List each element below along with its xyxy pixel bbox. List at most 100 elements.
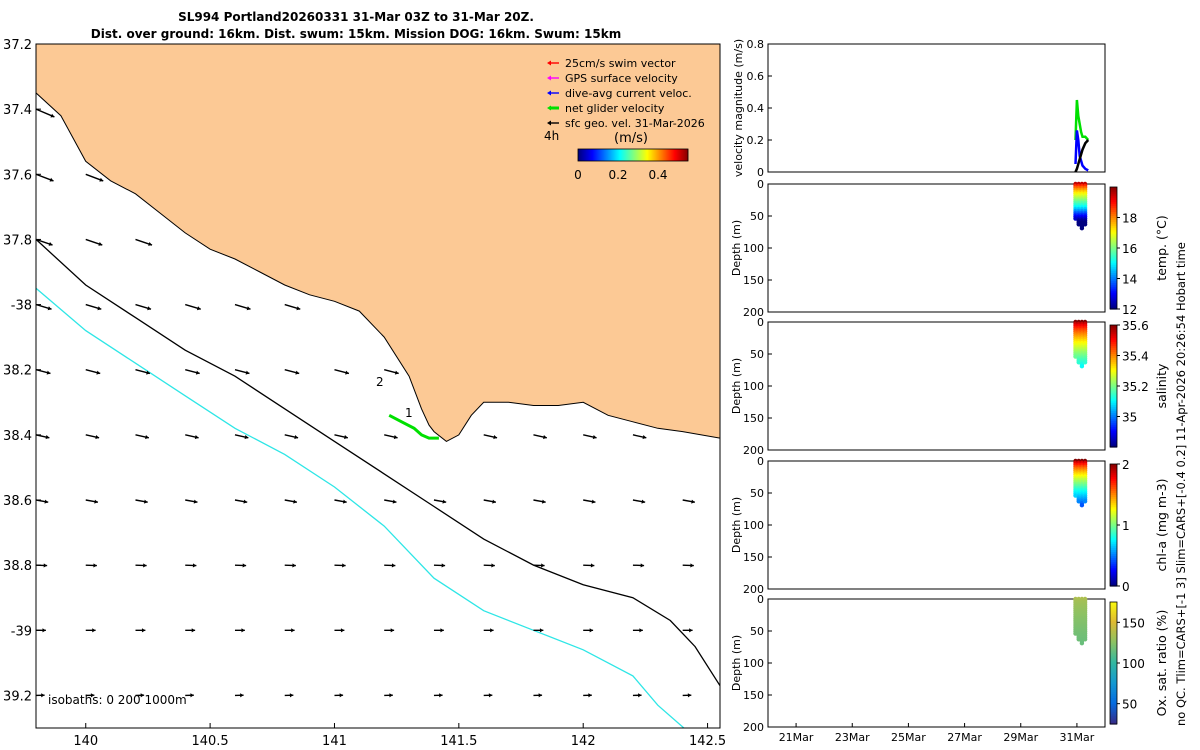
temperature-frame [767,183,1106,313]
coastline-isobath-0 [36,92,720,442]
temperature-colorbar-tick-label: 14 [1122,273,1137,287]
oxygen-y-tick-label: 0 [757,593,764,606]
arrow-head [689,628,693,633]
arrow-head [246,306,251,311]
arrow-head [241,628,245,633]
colorbar-strip [649,149,651,161]
chlorophyll-colorbar-strip [1110,569,1117,573]
arrow-head [389,693,393,698]
geo-velocity-arrow [284,693,294,698]
arrow-head [143,563,147,568]
profile-sample [1073,216,1078,221]
arrow-head [42,628,46,633]
colorbar-strip [636,149,638,161]
profile-sample [1079,503,1085,508]
map-y-tick-label: 39.2 [3,689,32,704]
colorbar-strip [666,149,668,161]
geo-velocity-arrow [234,563,247,568]
colorbar-strip [686,149,688,161]
colorbar-strip [638,149,640,161]
map-x-tick-label: 142.5 [689,734,726,749]
salinity-colorbar-tick-label: 35 [1122,411,1137,425]
oxygen-colorbar-strip [1110,638,1117,642]
salinity-colorbar-strip [1110,445,1117,448]
chlorophyll-colorbar-strip [1110,476,1117,479]
salinity-colorbar-strip [1110,442,1117,446]
temperature-colorbar-strip [1110,288,1117,292]
colorbar-strip [635,149,637,161]
chlorophyll-colorbar-strip [1110,563,1117,567]
colorbar-strip [680,149,682,161]
chlorophyll-colorbar-strip [1110,584,1117,587]
arrow-head [194,435,199,440]
geo-velocity-arrow [135,499,148,504]
salinity-colorbar-strip [1110,386,1117,389]
map-y-tick-label: 37.2 [3,38,32,53]
arrow-head [391,563,396,568]
legend-swatch-head [547,90,551,96]
temperature-colorbar-strip [1110,282,1117,286]
colorbar-strip [678,149,680,161]
colorbar-strip [663,149,665,161]
arrow-head [192,563,197,568]
salinity-colorbar-strip [1110,369,1117,373]
temperature-colorbar-strip [1110,215,1117,219]
colorbar-strip [599,149,601,161]
chlorophyll-panel: 0 50 100 150 200 Depth (m) 0 1 2 chl-a (mg m-3) [730,455,1169,596]
chlorophyll-colorbar-strip [1110,561,1117,565]
colorbar-strip [583,149,585,161]
oxygen-colorbar-strip [1110,661,1117,664]
oxygen-colorbar-strip [1110,654,1117,658]
time-x-tick-label: 29Mar [1003,731,1038,744]
arrow-head [392,499,397,504]
arrow-head [93,563,97,568]
geo-velocity-arrow [433,563,446,568]
chlorophyll-colorbar-strip [1110,533,1117,536]
colorbar-strip [589,149,591,161]
temperature-colorbar-strip [1110,268,1117,271]
chlorophyll-colorbar-strip [1110,502,1117,506]
geo-velocity-arrow [483,628,494,633]
chlorophyll-colorbar-strip [1110,559,1117,563]
salinity-colorbar-strip [1110,398,1117,401]
colorbar-strip [641,149,643,161]
salinity-colorbar-strip [1110,367,1117,371]
temperature-colorbar-strip [1110,292,1117,296]
oxygen-colorbar-tick-label: 150 [1122,616,1145,630]
oxygen-colorbar-strip [1110,630,1117,634]
colorbar-strip [627,149,629,161]
map-y-tick-label: 37.8 [3,233,32,248]
temperature-colorbar-strip [1110,219,1117,223]
geo-velocity-arrow [284,628,295,633]
arrow-head [294,435,299,440]
chlorophyll-colorbar-strip [1110,537,1117,540]
oxygen-colorbar-strip [1110,602,1117,605]
colorbar-strip [658,149,660,161]
oxygen-colorbar-strip [1110,719,1117,723]
colorbar-strip [614,149,616,161]
temperature-colorbar-strip [1110,199,1117,202]
temperature-y-tick-label: 200 [743,306,764,319]
colorbar-strip [602,149,604,161]
colorbar-strip [671,149,673,161]
map-y-ticks: 37.2 37.4 37.6 37.8 -38 38.2 38.4 38.6 38.8 -39 39… [3,38,41,704]
temperature-colorbar-strip [1110,203,1117,206]
colorbar-strip [685,149,687,161]
chlorophyll-colorbar-strip [1110,482,1117,485]
geo-velocity-arrow [85,563,97,568]
arrow-head [195,370,200,375]
chlorophyll-y-axis-label: Depth (m) [730,497,743,553]
arrow-head [493,435,498,440]
geo-velocity-arrow [384,563,396,568]
colorbar-strip [631,149,633,161]
colorbar-strip [662,149,664,161]
profile-sample [1076,222,1081,227]
profile-sample [1082,637,1088,642]
temperature-colorbar-strip [1110,193,1117,196]
profile-sample [1079,226,1085,231]
time-x-tick-label: 21Mar [779,731,814,744]
oxygen-colorbar-strip [1110,634,1117,638]
colorbar-strip [660,149,662,161]
oxygen-y-tick-label: 150 [743,689,764,702]
